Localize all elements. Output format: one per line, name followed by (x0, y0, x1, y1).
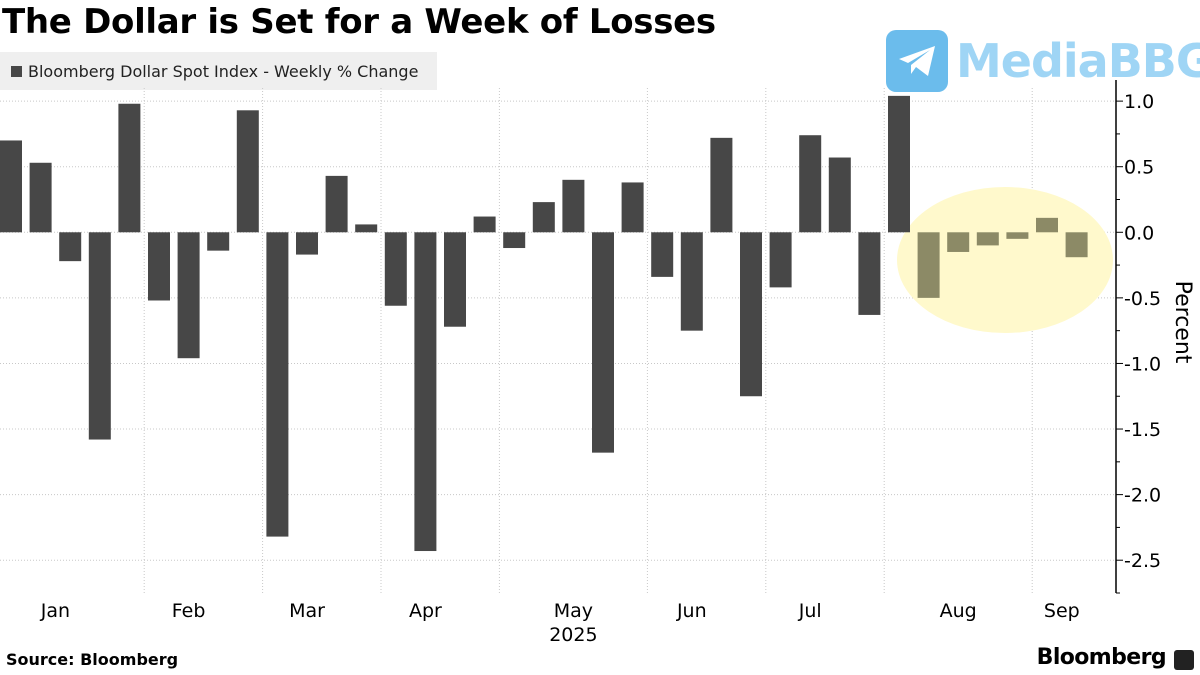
bar (769, 232, 792, 288)
y-tick-label: -2.0 (1124, 485, 1161, 507)
x-tick-label: Sep (1044, 600, 1080, 622)
bar (236, 110, 259, 233)
watermark-text: MediaBBG (956, 34, 1200, 88)
bar (592, 232, 614, 453)
y-axis-title: Percent (1170, 281, 1195, 364)
bar (29, 162, 52, 233)
y-tick-label: -1.0 (1124, 353, 1161, 375)
gridlines (0, 100, 1114, 561)
bar (148, 232, 170, 301)
bar (1065, 232, 1088, 258)
bar (0, 140, 22, 233)
bar (621, 182, 644, 233)
x-tick-label: Jan (40, 600, 70, 622)
bar (917, 232, 940, 298)
telegram-icon (886, 30, 948, 92)
bar (858, 232, 881, 315)
bar (88, 232, 111, 440)
bar (651, 232, 674, 277)
bar (296, 232, 318, 255)
bar (740, 232, 762, 397)
bar (207, 232, 230, 251)
bar (355, 224, 378, 233)
x-tick-label: May (554, 600, 593, 622)
bloomberg-mark-icon (1174, 650, 1194, 670)
legend-swatch (11, 65, 22, 77)
bar (1006, 232, 1029, 239)
bar (473, 216, 496, 233)
legend-label: Bloomberg Dollar Spot Index - Weekly % C… (28, 61, 419, 81)
bar (118, 103, 141, 233)
watermark: MediaBBG (886, 30, 1200, 92)
bar (799, 135, 822, 233)
x-tick-label: Apr (409, 600, 442, 622)
x-year-label: 2025 (549, 624, 597, 646)
legend: Bloomberg Dollar Spot Index - Weekly % C… (0, 52, 437, 90)
bar (562, 179, 585, 233)
y-tick-label: 0.5 (1124, 157, 1154, 179)
x-tick-label: Mar (289, 600, 325, 622)
y-tick-label: 0.0 (1124, 222, 1154, 244)
bar (177, 232, 200, 359)
bar (384, 232, 407, 306)
paper-plane-icon (899, 46, 935, 76)
y-axis: 1.0 0.5 0.0 -0.5 -1.0 -1.5 -2.0 -2.5 (1115, 80, 1161, 594)
bar (1036, 217, 1058, 233)
bar (59, 232, 82, 262)
y-tick-label: -1.5 (1124, 419, 1161, 441)
bar (888, 95, 910, 233)
bar (532, 202, 555, 233)
x-tick-label: Aug (940, 600, 977, 622)
bar (680, 232, 703, 331)
x-axis: Jan Feb Mar Apr May Jun Jul Aug Sep 2025 (40, 600, 1080, 646)
bar (828, 157, 851, 233)
bar (325, 175, 348, 233)
x-tick-label: Feb (172, 600, 206, 622)
bloomberg-logo: Bloomberg (1036, 645, 1167, 670)
y-tick-label: -0.5 (1124, 288, 1161, 310)
bar (266, 232, 289, 537)
bar (947, 232, 970, 252)
bar (444, 232, 466, 327)
y-tick-label: 1.0 (1124, 91, 1154, 113)
highlight-ellipse (897, 187, 1113, 333)
y-tick-label: -2.5 (1124, 550, 1161, 572)
source-note: Source: Bloomberg (6, 650, 179, 669)
month-separators (143, 88, 1033, 593)
x-tick-label: Jun (676, 600, 707, 622)
bar (710, 137, 733, 233)
chart-title: The Dollar is Set for a Week of Losses (2, 2, 716, 42)
bar (414, 232, 437, 552)
bars (0, 95, 1088, 552)
x-tick-label: Jul (798, 600, 822, 622)
bar (976, 232, 999, 246)
bar (503, 232, 526, 249)
